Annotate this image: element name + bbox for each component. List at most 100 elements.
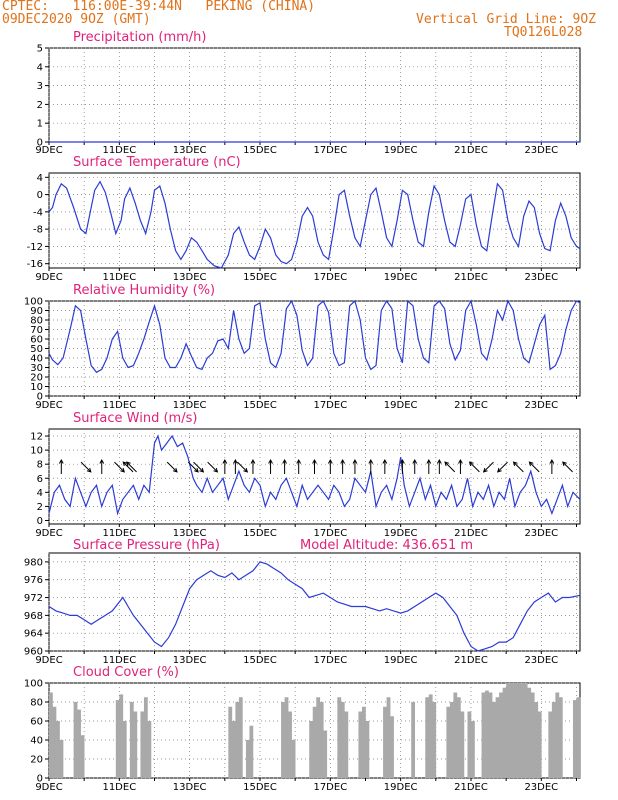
wind-arrow-head bbox=[426, 458, 432, 464]
cloud-bar bbox=[365, 721, 370, 778]
wind-arrow bbox=[126, 461, 137, 473]
x-tick-label: 15DEC bbox=[243, 400, 277, 411]
cloud-bar bbox=[235, 702, 240, 778]
wind-arrow-head bbox=[512, 461, 518, 467]
x-tick-label: 17DEC bbox=[313, 400, 347, 411]
y-tick-label: 20 bbox=[30, 755, 43, 766]
wind-arrow-head bbox=[528, 461, 534, 467]
station-header: CPTEC: 116:00E-39:44N PEKING (CHINA) bbox=[2, 0, 316, 14]
wind-arrow bbox=[549, 458, 555, 474]
y-tick-label: -12 bbox=[27, 242, 43, 253]
vertical-grid-note: Vertical Grid Line: 9OZ bbox=[416, 12, 597, 27]
x-tick-label: 9DEC bbox=[35, 145, 62, 156]
wind-arrow-head bbox=[173, 467, 178, 473]
y-tick-label: 60 bbox=[30, 335, 43, 346]
cloud-bar bbox=[358, 711, 363, 778]
x-tick-label: 9DEC bbox=[35, 782, 62, 793]
x-tick-label: 19DEC bbox=[384, 272, 418, 283]
y-tick-label: -4 bbox=[33, 207, 43, 218]
cloud-bar bbox=[495, 697, 500, 778]
plot-frame bbox=[48, 172, 581, 269]
x-tick-label: 23DEC bbox=[524, 145, 558, 156]
x-tick-label: 11DEC bbox=[102, 272, 136, 283]
cloud-bar bbox=[513, 683, 518, 778]
x-tick-label: 23DEC bbox=[524, 400, 558, 411]
y-tick-label: 12 bbox=[30, 432, 43, 443]
cloud-bar bbox=[119, 694, 124, 778]
wind-arrow bbox=[222, 458, 228, 474]
y-tick-label: 5 bbox=[37, 44, 43, 55]
wind-arrow-head bbox=[233, 458, 238, 464]
cloud-bar bbox=[499, 692, 503, 778]
panel-4 bbox=[45, 428, 581, 527]
cloud-bar bbox=[516, 683, 521, 778]
y-tick-label: -16 bbox=[27, 259, 43, 270]
y-tick-label: 30 bbox=[30, 363, 43, 374]
cloud-bar bbox=[456, 697, 461, 778]
series-line bbox=[48, 299, 581, 374]
wind-arrow bbox=[166, 461, 178, 473]
wind-arrow-head bbox=[86, 467, 92, 473]
panel-title: Precipitation (mm/h) bbox=[73, 30, 206, 45]
wind-arrow-shaft bbox=[122, 461, 134, 473]
x-tick-label: 19DEC bbox=[384, 145, 418, 156]
wind-arrow-shaft bbox=[497, 461, 508, 473]
cloud-bar bbox=[530, 692, 535, 778]
x-tick-label: 17DEC bbox=[313, 145, 347, 156]
y-tick-label: 20 bbox=[30, 373, 43, 384]
wind-arrow-head bbox=[312, 458, 317, 464]
x-tick-label: 11DEC bbox=[102, 782, 136, 793]
cloud-bar bbox=[558, 697, 563, 778]
cloud-bar bbox=[291, 740, 296, 778]
wind-arrow bbox=[327, 458, 333, 474]
wind-arrow bbox=[122, 461, 134, 473]
wind-arrow bbox=[368, 458, 374, 474]
wind-arrow-head bbox=[268, 458, 273, 464]
wind-arrow-head bbox=[400, 458, 405, 464]
x-tick-label: 21DEC bbox=[454, 782, 488, 793]
y-tick-label: 2 bbox=[37, 502, 43, 513]
cloud-bar bbox=[245, 740, 250, 778]
y-tick-label: 972 bbox=[24, 593, 43, 604]
x-tick-label: 17DEC bbox=[313, 655, 347, 666]
cloud-bar bbox=[312, 706, 317, 778]
wind-arrow-head bbox=[99, 458, 105, 464]
y-tick-label: 70 bbox=[30, 325, 43, 336]
panel-5 bbox=[45, 552, 581, 654]
wind-arrow-head bbox=[468, 461, 474, 467]
y-tick-label: 4 bbox=[37, 173, 43, 184]
x-tick-label: 19DEC bbox=[384, 528, 418, 539]
wind-arrow-shaft bbox=[444, 461, 456, 473]
cloud-bar bbox=[319, 702, 324, 778]
cloud-bar bbox=[537, 711, 542, 778]
run-date: 09DEC2020 9OZ (GMT) bbox=[2, 12, 151, 27]
wind-arrow bbox=[412, 458, 418, 474]
wind-arrow bbox=[80, 461, 92, 473]
cloud-bar bbox=[520, 683, 525, 778]
wind-arrow-shaft bbox=[193, 461, 204, 473]
wind-arrow bbox=[400, 458, 405, 474]
wind-arrow bbox=[426, 458, 432, 474]
cloud-bar bbox=[453, 692, 458, 778]
cloud-bar bbox=[460, 711, 465, 778]
y-tick-label: 10 bbox=[30, 446, 43, 457]
cloud-bar bbox=[73, 702, 78, 778]
cloud-bar bbox=[77, 709, 81, 778]
cloud-bar bbox=[231, 721, 236, 778]
cloud-bar bbox=[509, 683, 514, 778]
cloud-bar bbox=[59, 740, 64, 778]
y-tick-label: 80 bbox=[30, 698, 43, 709]
x-tick-label: 21DEC bbox=[454, 528, 488, 539]
x-tick-label: 11DEC bbox=[102, 400, 136, 411]
x-tick-label: 11DEC bbox=[102, 145, 136, 156]
wind-arrow-head bbox=[562, 461, 567, 467]
y-tick-label: 960 bbox=[24, 647, 43, 658]
y-tick-label: -8 bbox=[33, 225, 43, 236]
y-tick-label: 100 bbox=[24, 297, 43, 308]
panel-title: Relative Humidity (%) bbox=[73, 283, 215, 298]
wind-arrow bbox=[58, 458, 64, 474]
cloud-bar bbox=[383, 706, 387, 778]
cloud-bar bbox=[288, 711, 292, 778]
cloud-bar bbox=[344, 711, 349, 778]
